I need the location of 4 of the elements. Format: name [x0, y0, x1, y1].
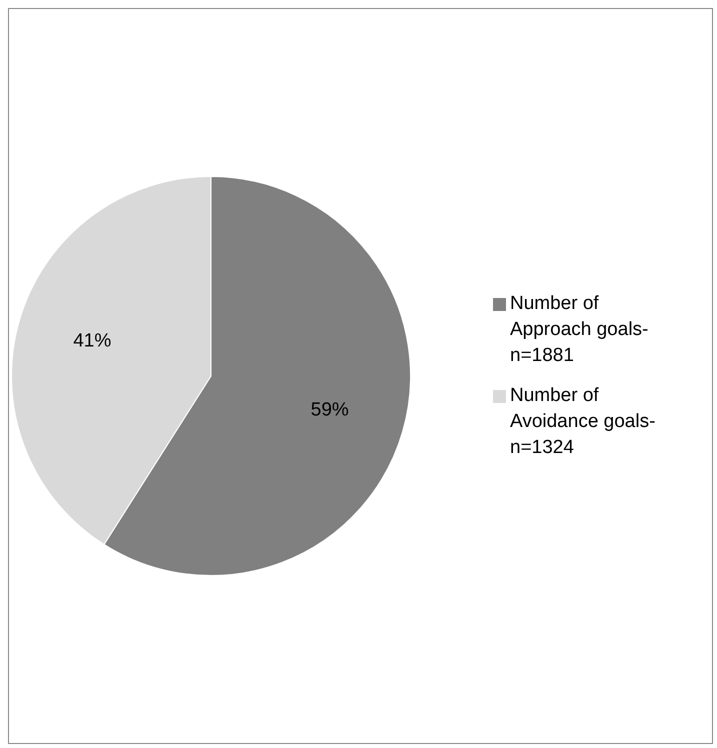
data-label: 59% — [310, 400, 349, 421]
data-label: 41% — [73, 330, 112, 352]
legend-label: Number of Approach goals-n=1881 — [510, 292, 650, 368]
legend-label: Number of Avoidance goals-n=1324 — [510, 384, 656, 460]
